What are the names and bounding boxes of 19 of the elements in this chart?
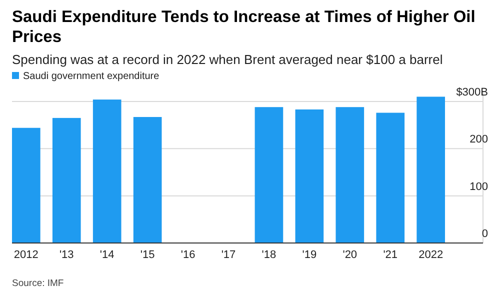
x-tick-label: 2012 <box>14 249 38 261</box>
x-tick-label: '20 <box>342 249 358 261</box>
x-tick-label: '15 <box>140 249 155 261</box>
x-tick-label: '13 <box>59 249 74 261</box>
source-note: Source: IMF <box>12 278 64 289</box>
x-tick-label: '16 <box>180 249 196 261</box>
y-tick-label: 200 <box>470 134 488 146</box>
x-tick-label: '14 <box>100 249 114 261</box>
x-tick-label: '19 <box>302 249 317 261</box>
chart-title: Saudi Expenditure Tends to Increase at Times of Higher Oil Prices <box>12 8 476 46</box>
y-tick-label: $300B <box>456 86 488 98</box>
x-tick-label: '18 <box>262 249 276 261</box>
x-tick-label: 2022 <box>418 249 444 261</box>
y-tick-label: 0 <box>482 228 488 240</box>
chart-subtitle: Spending was at a record in 2022 when Brent averaged near $100 a barrel <box>12 52 443 67</box>
x-tick-label: '21 <box>383 249 398 261</box>
y-tick-label: 100 <box>470 180 488 193</box>
legend-label: Saudi government expenditure <box>23 71 160 82</box>
x-tick-label: '17 <box>221 249 236 261</box>
